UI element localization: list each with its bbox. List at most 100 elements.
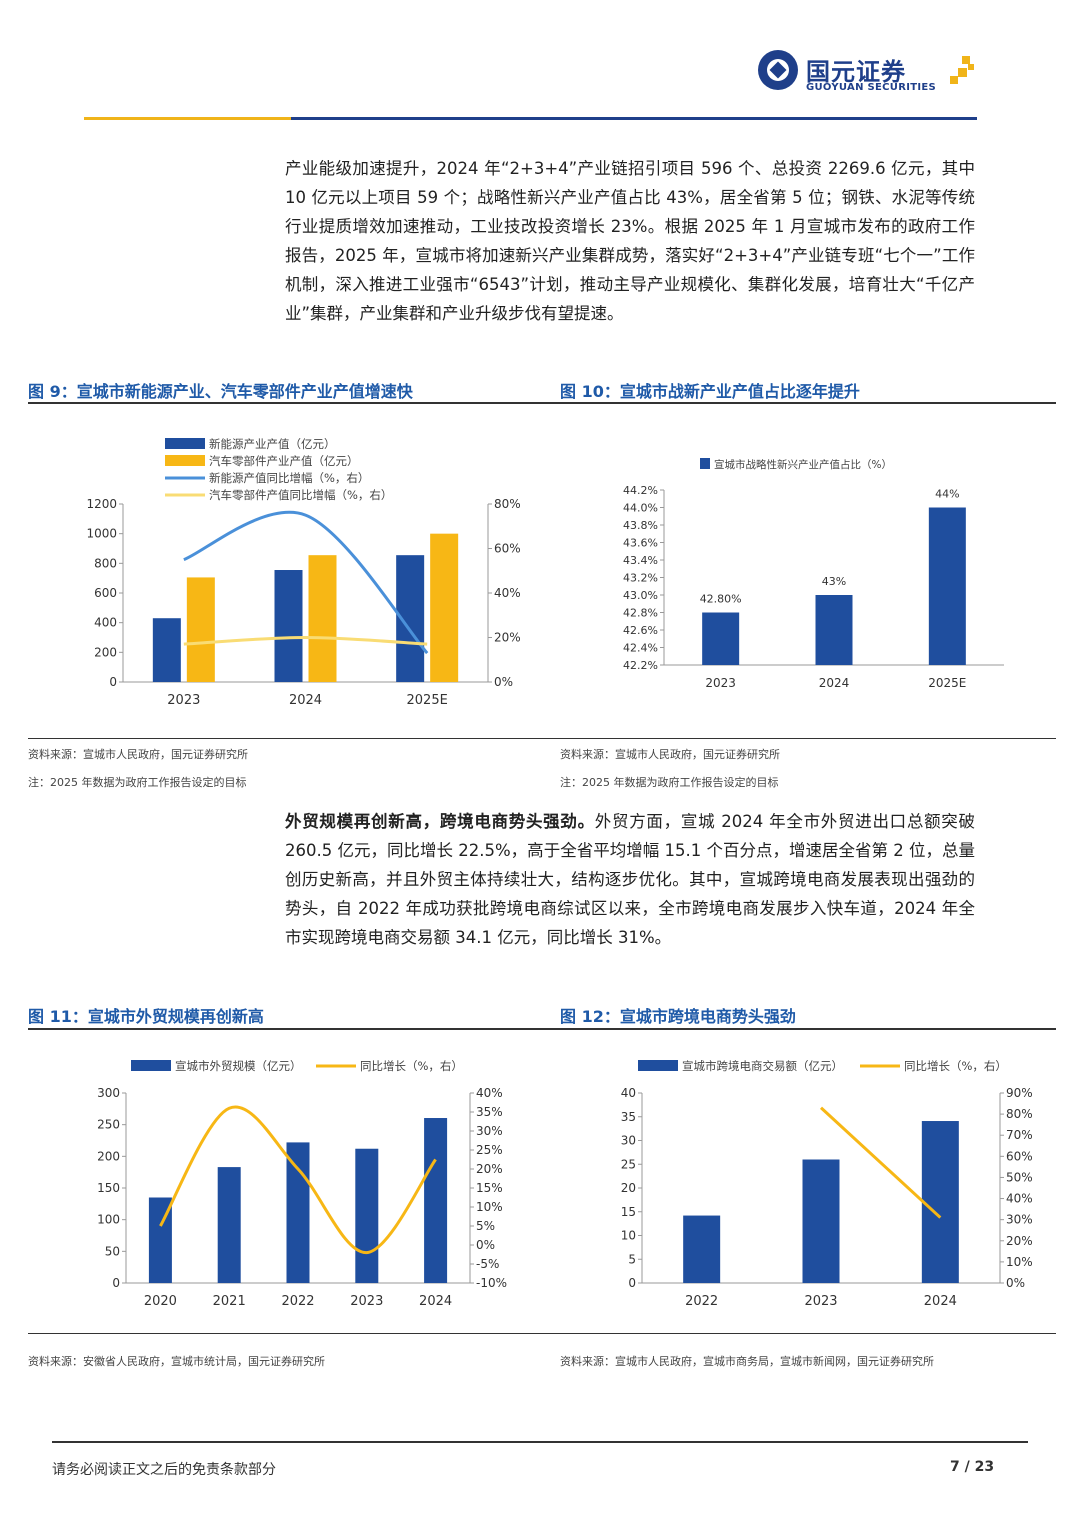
fig9-bar	[308, 555, 337, 682]
fig9-ytick-right-label: 60%	[494, 542, 521, 556]
fig10-ytick-left-label: 43.4%	[623, 554, 658, 567]
fig9-ytick-right-label: 0%	[494, 675, 513, 689]
fig11-chart: 0 50 100 150 200 250 300 -10% -5% 0% 5% 10% 15% 20% 25…	[97, 1059, 507, 1309]
fig10-ytick-left-label: 43.8%	[623, 519, 658, 532]
fig11-bar	[424, 1118, 448, 1283]
fig9-ytick-right-label: 20%	[494, 631, 521, 645]
fig10-ytick-left-label: 42.8%	[623, 607, 658, 620]
fig10-xtick-label: 2024	[819, 676, 850, 690]
fig11-ytick-right-label: -5%	[476, 1257, 499, 1271]
fig9-bar	[274, 570, 303, 682]
fig9-legend-swatch	[165, 455, 205, 466]
paragraph-2-text: 外贸方面，宣城 2024 年全市外贸进出口总额突破 260.5 亿元，同比增长 …	[285, 812, 975, 947]
fig11-xtick-label: 2021	[213, 1294, 246, 1309]
fig10-note: 注：2025 年数据为政府工作报告设定的目标	[560, 776, 779, 789]
fig11-xtick-label: 2023	[350, 1294, 383, 1309]
fig10-bar	[702, 612, 740, 665]
fig11-xtick-label: 2022	[281, 1294, 314, 1309]
fig11-ytick-left-label: 300	[97, 1086, 120, 1100]
fig11-bar	[217, 1167, 241, 1283]
footer-disclaimer: 请务必阅读正文之后的免责条款部分	[52, 1462, 276, 1478]
fig12-legend-label: 宣城市跨境电商交易额（亿元）	[682, 1059, 843, 1073]
fig9-legend-label: 新能源产值同比增幅（%，右）	[209, 471, 369, 485]
fig11-bar	[286, 1142, 310, 1283]
fig12-line-series	[819, 1106, 942, 1219]
fig9-bar	[152, 618, 181, 682]
fig11-legend-swatch	[131, 1060, 171, 1071]
fig11-ytick-right-label: 35%	[476, 1105, 503, 1119]
fig12-xtick-label: 2022	[685, 1294, 718, 1309]
fig10-bar	[815, 595, 853, 665]
header-rule-gold	[84, 117, 291, 120]
fig11-legend-label: 同比增长（%，右）	[360, 1059, 463, 1073]
fig10-data-label: 44%	[935, 488, 959, 501]
fig9-chart: 0 200 400 600 800 1000 1200 0% 20% 40% 60% 80% 2023 2…	[86, 437, 521, 708]
page-number: 7 / 23	[950, 1459, 995, 1475]
fig9-title: 图 9：宣城市新能源产业、汽车零部件产业产值增速快	[28, 382, 413, 401]
fig11-bar	[148, 1197, 172, 1283]
fig11-ytick-right-label: 15%	[476, 1181, 503, 1195]
fig10-bar	[928, 507, 966, 665]
fig12-legend-label: 同比增长（%，右）	[904, 1059, 1007, 1073]
fig9-ytick-left-label: 600	[94, 586, 117, 600]
fig-row2-top-rule	[28, 1028, 1056, 1030]
fig11-ytick-right-label: 10%	[476, 1200, 503, 1214]
fig12-ytick-right-label: 50%	[1006, 1170, 1033, 1184]
fig9-line-series	[183, 635, 428, 646]
fig9-ytick-left-label: 0	[109, 675, 117, 689]
fig12-ytick-left-label: 25	[621, 1157, 636, 1171]
fig9-ytick-left-label: 400	[94, 616, 117, 630]
fig12-legend-swatch	[638, 1060, 678, 1071]
fig9-legend-label: 汽车零部件产业产值（亿元）	[209, 454, 359, 468]
logo-text-en: GUOYUAN SECURITIES	[806, 82, 937, 93]
fig10-data-label: 43%	[822, 575, 846, 588]
fig11-legend-label: 宣城市外贸规模（亿元）	[175, 1059, 302, 1073]
footer-rule	[52, 1441, 1028, 1443]
fig12-ytick-left-label: 20	[621, 1181, 636, 1195]
fig10-source: 资料来源：宣城市人民政府，国元证券研究所	[560, 748, 780, 761]
company-logo: 国元证券 GUOYUAN SECURITIES	[758, 50, 980, 100]
fig11-title: 图 11：宣城市外贸规模再创新高	[28, 1007, 264, 1026]
fig10-ytick-left-label: 44.0%	[623, 502, 658, 515]
fig10-xtick-label: 2023	[705, 676, 736, 690]
fig10-ytick-left-label: 43.0%	[623, 589, 658, 602]
fig9-xtick-label: 2025E	[407, 693, 448, 708]
fig9-bar	[430, 533, 459, 682]
fig12-ytick-left-label: 40	[621, 1086, 636, 1100]
fig11-bar	[355, 1148, 379, 1283]
fig12-ytick-right-label: 80%	[1006, 1107, 1033, 1121]
fig12-ytick-left-label: 15	[621, 1205, 636, 1219]
logo-text-cn: 国元证券	[806, 58, 906, 86]
fig11-xtick-label: 2024	[419, 1294, 452, 1309]
fig10-ytick-left-label: 42.2%	[623, 659, 658, 672]
fig9-source: 资料来源：宣城市人民政府，国元证券研究所	[28, 748, 248, 761]
fig-row1-bottom-rule	[28, 738, 1056, 739]
fig-row1-top-rule	[28, 402, 1056, 404]
fig10-xtick-label: 2025E	[928, 676, 966, 690]
fig9-xtick-label: 2023	[167, 693, 200, 708]
fig10-ytick-left-label: 42.6%	[623, 624, 658, 637]
fig10-legend-label: 宣城市战略性新兴产业产值占比（%）	[714, 458, 892, 471]
fig12-ytick-right-label: 40%	[1006, 1192, 1033, 1206]
fig12-chart: 0 5 10 15 20 25 30 35 40 0% 10% 20% 30% 40% 50% 60% 70% 8…	[621, 1059, 1033, 1309]
fig11-ytick-right-label: 40%	[476, 1086, 503, 1100]
fig9-bar	[186, 577, 215, 682]
fig12-bar	[683, 1215, 721, 1283]
fig11-ytick-right-label: -10%	[476, 1276, 507, 1290]
fig11-source: 资料来源：安徽省人民政府，宣城市统计局，国元证券研究所	[28, 1355, 325, 1368]
fig11-ytick-left-label: 250	[97, 1118, 120, 1132]
fig9-ytick-left-label: 1000	[86, 527, 117, 541]
fig9-ytick-right-label: 80%	[494, 497, 521, 511]
fig11-ytick-left-label: 100	[97, 1213, 120, 1227]
fig12-ytick-right-label: 60%	[1006, 1149, 1033, 1163]
fig12-ytick-right-label: 10%	[1006, 1255, 1033, 1269]
fig9-legend-label: 新能源产业产值（亿元）	[209, 437, 336, 451]
fig11-ytick-right-label: 5%	[476, 1219, 495, 1233]
fig12-ytick-left-label: 10	[621, 1229, 636, 1243]
logo-mark-icon	[950, 56, 974, 84]
fig11-ytick-right-label: 25%	[476, 1143, 503, 1157]
fig12-ytick-right-label: 70%	[1006, 1128, 1033, 1142]
fig12-ytick-right-label: 30%	[1006, 1213, 1033, 1227]
fig9-legend-swatch	[165, 438, 205, 449]
fig10-data-label: 42.80%	[700, 593, 742, 606]
